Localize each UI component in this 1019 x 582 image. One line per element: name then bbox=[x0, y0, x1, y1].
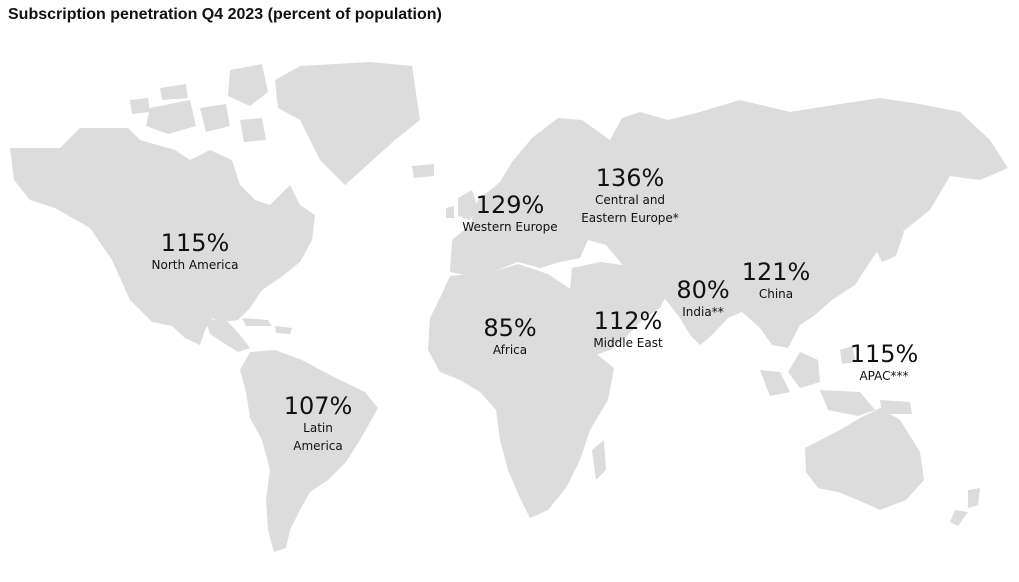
region-label: Western Europe bbox=[462, 220, 558, 234]
south-america-landmass bbox=[240, 350, 378, 552]
region-middle-east: 112% Middle East bbox=[593, 308, 662, 352]
region-latin-america: 107% Latin America bbox=[284, 393, 353, 455]
region-value: 121% bbox=[741, 258, 811, 286]
region-value: 80% bbox=[676, 276, 730, 304]
region-india: 80% India** bbox=[676, 277, 729, 321]
asia-landmass bbox=[588, 98, 1008, 348]
arctic-islands bbox=[130, 64, 268, 142]
africa-landmass bbox=[428, 264, 614, 518]
middle-east-landmass bbox=[570, 262, 668, 355]
region-value: 85% bbox=[483, 314, 537, 342]
region-value: 115% bbox=[160, 229, 230, 257]
australia-landmass bbox=[805, 408, 924, 510]
region-label: Latin America bbox=[293, 421, 343, 453]
central-america-landmass bbox=[205, 318, 250, 352]
region-value: 129% bbox=[475, 191, 545, 219]
iceland bbox=[412, 164, 434, 178]
caribbean-islands bbox=[242, 318, 292, 334]
region-label: APAC*** bbox=[859, 369, 909, 383]
map-title: Subscription penetration Q4 2023 (percen… bbox=[8, 6, 442, 23]
region-value: 115% bbox=[849, 340, 919, 368]
british-isles bbox=[446, 190, 478, 220]
southeast-asia-islands bbox=[760, 346, 912, 416]
region-china: 121% China bbox=[742, 259, 811, 303]
greenland-landmass bbox=[275, 62, 420, 185]
region-label: Central and Eastern Europe* bbox=[581, 193, 679, 225]
region-label: Middle East bbox=[593, 336, 663, 350]
region-value: 107% bbox=[283, 392, 353, 420]
region-label: China bbox=[758, 287, 794, 301]
region-central-eastern-europe: 136% Central and Eastern Europe* bbox=[581, 165, 679, 227]
region-value: 136% bbox=[595, 164, 665, 192]
region-north-america: 115% North America bbox=[152, 230, 239, 274]
region-label: India** bbox=[682, 305, 724, 319]
region-value: 112% bbox=[593, 307, 663, 335]
region-western-europe: 129% Western Europe bbox=[462, 192, 557, 236]
europe-landmass bbox=[450, 118, 622, 276]
region-apac: 115% APAC*** bbox=[850, 341, 919, 385]
madagascar bbox=[592, 440, 606, 480]
region-label: North America bbox=[151, 258, 239, 272]
region-label: Africa bbox=[492, 343, 528, 357]
new-zealand bbox=[950, 488, 980, 526]
region-africa: 85% Africa bbox=[483, 315, 536, 359]
japan bbox=[876, 220, 904, 262]
north-america-landmass bbox=[10, 128, 315, 345]
